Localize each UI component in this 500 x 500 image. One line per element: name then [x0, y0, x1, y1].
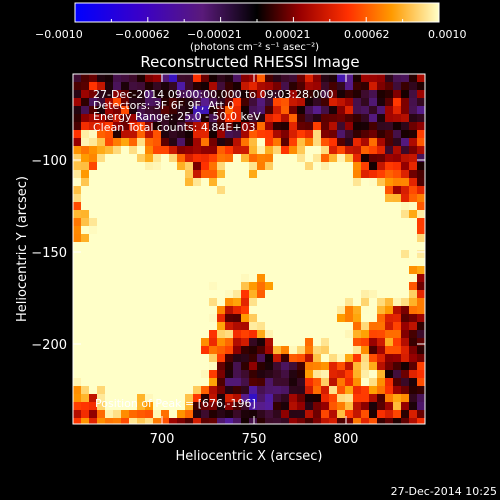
colorbar-tick-label-4: 0.00062 [344, 28, 390, 41]
colorbar-tick-label-0: −0.0010 [35, 28, 83, 41]
y-tick-label-neg150: −150 [31, 246, 67, 261]
annotation-time-range: 27-Dec-2014 09:00:00.000 to 09:03:28.000 [93, 88, 334, 101]
plot-frame [72, 73, 426, 425]
annotation-method: Clean Total counts: 4.84E+03 [93, 121, 256, 134]
colorbar: −0.0010 −0.00062 −0.00021 0.00021 0.0006… [35, 2, 467, 53]
colorbar-tick-label-5: 0.0010 [428, 28, 467, 41]
annotation-peak: Position of Peak = [676,-196] [95, 397, 256, 410]
colorbar-units: (photons cm⁻² s⁻¹ asec⁻²) [190, 42, 319, 53]
rhessi-image [73, 74, 425, 424]
timestamp: 27-Dec-2014 10:25 [391, 485, 497, 498]
annotation-energy: Energy Range: 25.0 - 50.0 keV [93, 110, 261, 123]
colorbar-tick-label-1: −0.00062 [115, 28, 170, 41]
axis-ticks [73, 74, 425, 424]
plot-title: Reconstructed RHESSI Image [140, 53, 359, 71]
colorbar-tick-label-3: 0.00021 [265, 28, 311, 41]
x-axis-label: Heliocentric X (arcsec) [176, 449, 323, 464]
x-tick-label-700: 700 [150, 432, 175, 447]
y-axis-label: Heliocentric Y (arcsec) [15, 176, 30, 322]
y-tick-label-neg100: −100 [31, 154, 67, 169]
colorbar-tick-label-2: −0.00021 [187, 28, 242, 41]
x-tick-label-750: 750 [242, 432, 267, 447]
x-tick-label-800: 800 [334, 432, 359, 447]
annotation-detectors: Detectors: 3F 6F 9F, Att 0 [93, 99, 234, 112]
colorbar-ticks [74, 17, 440, 22]
y-tick-label-neg200: −200 [31, 338, 67, 353]
